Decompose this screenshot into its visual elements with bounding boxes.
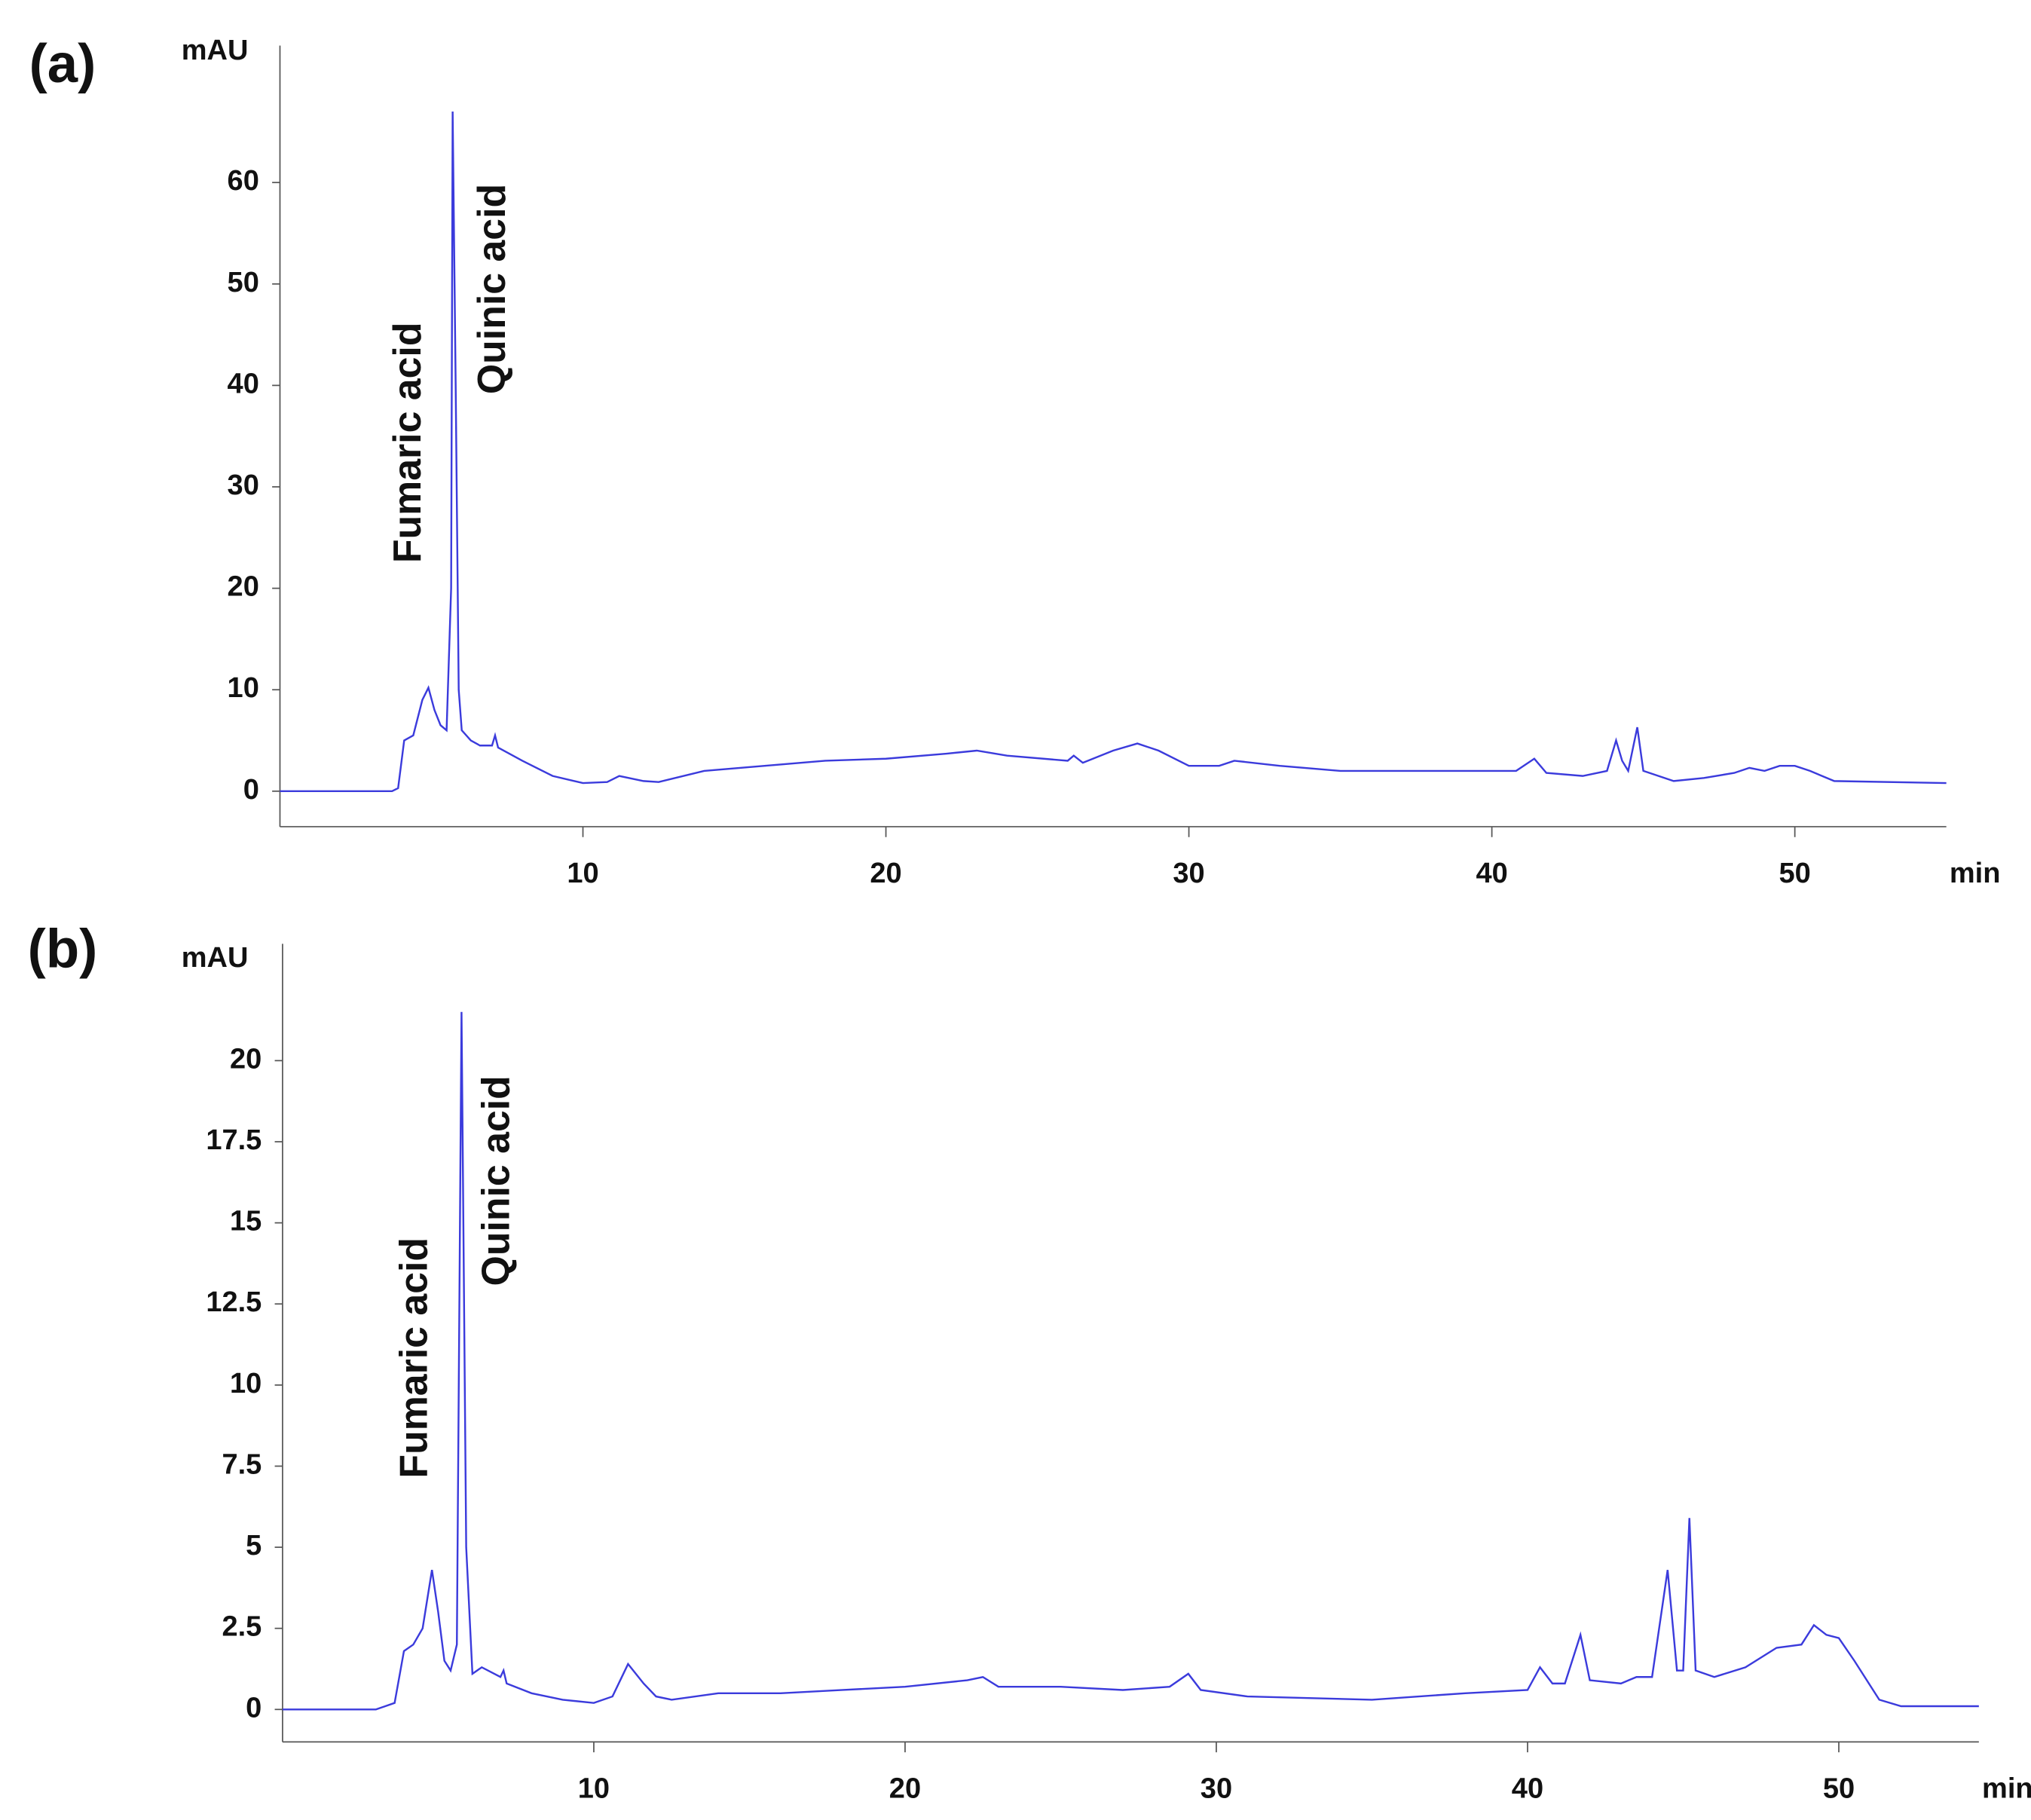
x-tick-label: 30: [1201, 1773, 1232, 1804]
x-tick-label: 10: [567, 858, 598, 889]
y-tick-label: 7.5: [222, 1448, 262, 1480]
y-tick-label: 10: [228, 672, 259, 704]
chromatogram-line: [282, 1011, 1979, 1711]
y-tick-label: 20: [230, 1043, 262, 1075]
peak-annotation: Quinic acid: [470, 184, 513, 394]
panel-label: (a): [29, 33, 96, 94]
peak-annotation: Fumaric acid: [385, 323, 429, 564]
y-tick-label: 12.5: [206, 1286, 262, 1318]
y-tick-label: 5: [246, 1530, 262, 1562]
x-tick-label: 50: [1823, 1773, 1855, 1804]
panel-label: (b): [28, 919, 98, 980]
peak-annotation: Quinic acid: [473, 1075, 517, 1286]
x-tick-label: 20: [870, 858, 901, 889]
y-tick-label: 0: [243, 774, 259, 806]
x-tick-label: 10: [578, 1773, 610, 1804]
x-tick-label: 40: [1476, 858, 1507, 889]
x-tick-label: 30: [1173, 858, 1204, 889]
peak-annotation: Fumaric acid: [392, 1237, 436, 1479]
y-tick-label: 2.5: [222, 1611, 262, 1643]
x-tick-label: 40: [1512, 1773, 1543, 1804]
y-axis-label: mAU: [182, 942, 249, 974]
y-tick-label: 20: [228, 571, 259, 603]
x-axis-label: min: [1950, 858, 2001, 889]
y-tick-label: 30: [228, 470, 259, 501]
y-tick-label: 0: [246, 1692, 262, 1724]
y-tick-label: 10: [230, 1368, 262, 1399]
y-axis-label: mAU: [182, 35, 249, 66]
x-tick-label: 20: [889, 1773, 921, 1804]
x-axis-label: min: [1982, 1773, 2031, 1804]
x-tick-label: 50: [1779, 858, 1810, 889]
y-tick-label: 40: [228, 368, 259, 399]
y-tick-label: 50: [228, 267, 259, 298]
y-tick-label: 60: [228, 165, 259, 197]
y-tick-label: 15: [230, 1206, 262, 1237]
chromatogram-line: [280, 111, 1947, 793]
y-tick-label: 17.5: [206, 1124, 262, 1156]
